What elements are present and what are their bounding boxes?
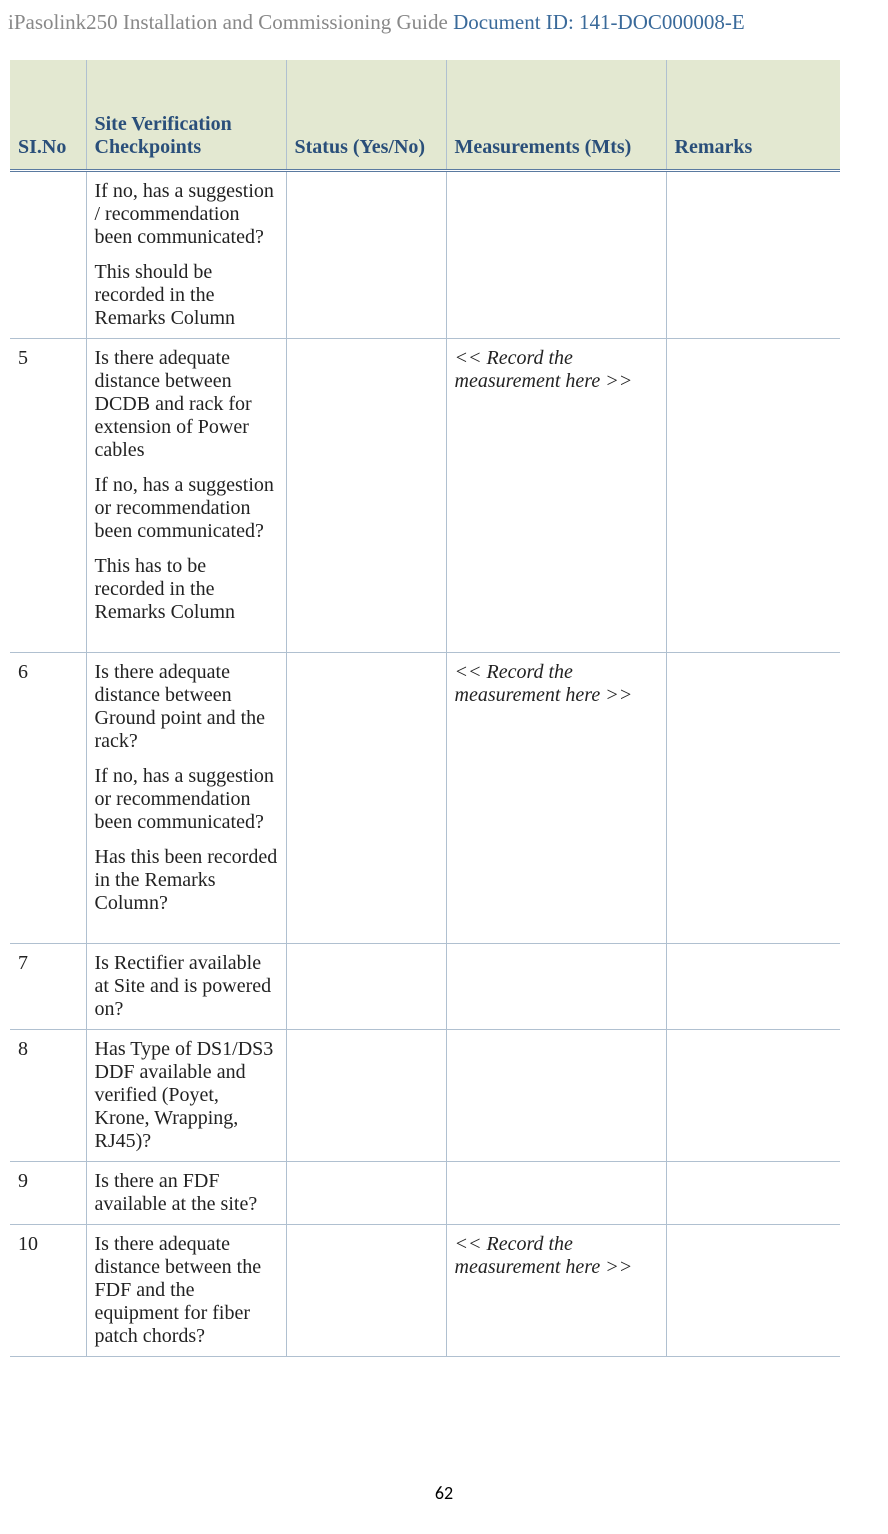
checkpoint-para: Is Rectifier available at Site and is po… xyxy=(95,952,278,1021)
cell-remarks xyxy=(666,1224,840,1356)
table-row: 5Is there adequate distance between DCDB… xyxy=(10,338,840,652)
cell-measurement xyxy=(446,1029,666,1161)
table-row: 9Is there an FDF available at the site? xyxy=(10,1161,840,1224)
cell-measurement xyxy=(446,170,666,338)
cell-checkpoint: Is there adequate distance between the F… xyxy=(86,1224,286,1356)
table-row: 6Is there adequate distance between Grou… xyxy=(10,652,840,943)
page-header: iPasolink250 Installation and Commission… xyxy=(8,10,745,35)
table-row: If no, has a suggestion / recommendation… xyxy=(10,170,840,338)
table-header-row: SI.No Site Verification Checkpoints Stat… xyxy=(10,60,840,170)
cell-measurement: << Record the measurement here >> xyxy=(446,1224,666,1356)
checkpoint-para: If no, has a suggestion / recommendation… xyxy=(95,180,278,249)
cell-si-no: 9 xyxy=(10,1161,86,1224)
checkpoint-para: Has this been recorded in the Remarks Co… xyxy=(95,846,278,915)
cell-checkpoint: Is there adequate distance between Groun… xyxy=(86,652,286,943)
checkpoint-para: If no, has a suggestion or recommendatio… xyxy=(95,765,278,834)
header-measurements: Measurements (Mts) xyxy=(446,60,666,170)
cell-si-no: 6 xyxy=(10,652,86,943)
checkpoint-para: Has Type of DS1/DS3 DDF available and ve… xyxy=(95,1038,278,1153)
header-title-prefix: iPasolink250 Installation and Commission… xyxy=(8,10,453,34)
cell-status xyxy=(286,1161,446,1224)
header-status: Status (Yes/No) xyxy=(286,60,446,170)
cell-checkpoint: If no, has a suggestion / recommendation… xyxy=(86,170,286,338)
cell-status xyxy=(286,652,446,943)
cell-si-no: 7 xyxy=(10,943,86,1029)
cell-si-no: 5 xyxy=(10,338,86,652)
header-docid: Document ID: 141-DOC000008-E xyxy=(453,10,745,34)
cell-status xyxy=(286,943,446,1029)
cell-remarks xyxy=(666,170,840,338)
cell-status xyxy=(286,1029,446,1161)
cell-checkpoint: Is Rectifier available at Site and is po… xyxy=(86,943,286,1029)
cell-checkpoint: Has Type of DS1/DS3 DDF available and ve… xyxy=(86,1029,286,1161)
cell-remarks xyxy=(666,652,840,943)
cell-measurement xyxy=(446,1161,666,1224)
checkpoint-para: Is there adequate distance between Groun… xyxy=(95,661,278,753)
checklist-table: SI.No Site Verification Checkpoints Stat… xyxy=(10,60,840,1357)
cell-measurement xyxy=(446,943,666,1029)
header-si-no: SI.No xyxy=(10,60,86,170)
checkpoint-para: Is there adequate distance between the F… xyxy=(95,1233,278,1348)
cell-remarks xyxy=(666,338,840,652)
cell-measurement: << Record the measurement here >> xyxy=(446,338,666,652)
table-row: 8Has Type of DS1/DS3 DDF available and v… xyxy=(10,1029,840,1161)
cell-remarks xyxy=(666,943,840,1029)
cell-status xyxy=(286,170,446,338)
cell-si-no: 10 xyxy=(10,1224,86,1356)
checkpoint-para: Is there adequate distance between DCDB … xyxy=(95,347,278,462)
cell-si-no xyxy=(10,170,86,338)
table-row: 7Is Rectifier available at Site and is p… xyxy=(10,943,840,1029)
page-number: 62 xyxy=(435,1482,453,1504)
cell-si-no: 8 xyxy=(10,1029,86,1161)
cell-checkpoint: Is there an FDF available at the site? xyxy=(86,1161,286,1224)
header-checkpoints: Site Verification Checkpoints xyxy=(86,60,286,170)
cell-checkpoint: Is there adequate distance between DCDB … xyxy=(86,338,286,652)
cell-measurement: << Record the measurement here >> xyxy=(446,652,666,943)
cell-status xyxy=(286,338,446,652)
table-row: 10Is there adequate distance between the… xyxy=(10,1224,840,1356)
checkpoint-para: This should be recorded in the Remarks C… xyxy=(95,261,278,330)
cell-remarks xyxy=(666,1161,840,1224)
cell-remarks xyxy=(666,1029,840,1161)
checkpoint-para: Is there an FDF available at the site? xyxy=(95,1170,278,1216)
header-remarks: Remarks xyxy=(666,60,840,170)
checklist-table-container: SI.No Site Verification Checkpoints Stat… xyxy=(10,60,840,1357)
cell-status xyxy=(286,1224,446,1356)
checkpoint-para: This has to be recorded in the Remarks C… xyxy=(95,555,278,624)
checkpoint-para: If no, has a suggestion or recommendatio… xyxy=(95,474,278,543)
